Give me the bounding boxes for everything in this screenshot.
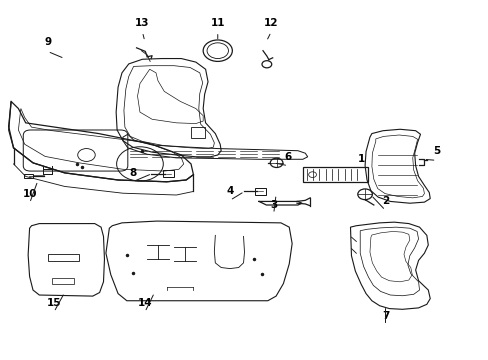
Text: 9: 9 — [44, 37, 51, 48]
Text: 14: 14 — [137, 298, 152, 308]
Text: 8: 8 — [129, 168, 136, 178]
Text: 3: 3 — [269, 200, 277, 210]
Text: 6: 6 — [284, 152, 291, 162]
Text: 10: 10 — [22, 189, 37, 199]
Text: 5: 5 — [432, 147, 439, 157]
Text: 2: 2 — [381, 197, 388, 206]
Text: 1: 1 — [357, 154, 364, 163]
Text: 7: 7 — [381, 311, 388, 321]
Text: 12: 12 — [264, 18, 278, 28]
Text: 13: 13 — [135, 18, 149, 28]
Text: 11: 11 — [210, 18, 224, 28]
Text: 15: 15 — [46, 298, 61, 308]
Text: 4: 4 — [226, 186, 233, 197]
